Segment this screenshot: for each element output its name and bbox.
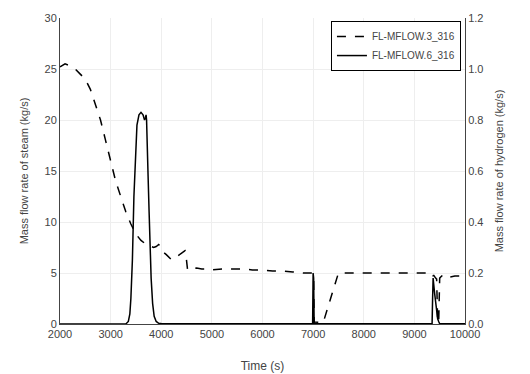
- svg-text:1.0: 1.0: [468, 63, 483, 75]
- svg-text:0: 0: [51, 318, 57, 330]
- svg-text:Mass flow rate of steam (kg/s): Mass flow rate of steam (kg/s): [18, 98, 30, 245]
- svg-text:5000: 5000: [200, 328, 224, 340]
- svg-text:0.0: 0.0: [468, 318, 483, 330]
- svg-text:FL-MFLOW.6_316: FL-MFLOW.6_316: [372, 50, 455, 61]
- svg-text:9000: 9000: [402, 328, 426, 340]
- svg-text:20: 20: [45, 114, 57, 126]
- svg-text:25: 25: [45, 63, 57, 75]
- svg-text:3000: 3000: [98, 328, 122, 340]
- svg-text:10: 10: [45, 216, 57, 228]
- svg-text:FL-MFLOW.3_316: FL-MFLOW.3_316: [372, 31, 455, 42]
- svg-text:1.2: 1.2: [468, 12, 483, 24]
- svg-text:Mass flow rate of hydrogen (kg: Mass flow rate of hydrogen (kg/s): [493, 90, 505, 253]
- svg-text:0.6: 0.6: [468, 165, 483, 177]
- svg-text:30: 30: [45, 12, 57, 24]
- svg-text:15: 15: [45, 165, 57, 177]
- svg-text:0.2: 0.2: [468, 267, 483, 279]
- svg-text:0.8: 0.8: [468, 114, 483, 126]
- svg-text:2000: 2000: [48, 328, 72, 340]
- svg-text:5: 5: [51, 267, 57, 279]
- svg-text:8000: 8000: [352, 328, 376, 340]
- svg-text:10000: 10000: [450, 328, 481, 340]
- svg-text:4000: 4000: [149, 328, 173, 340]
- svg-text:7000: 7000: [301, 328, 325, 340]
- svg-text:6000: 6000: [250, 328, 274, 340]
- svg-text:Time (s): Time (s): [241, 359, 285, 373]
- svg-text:0.4: 0.4: [468, 216, 483, 228]
